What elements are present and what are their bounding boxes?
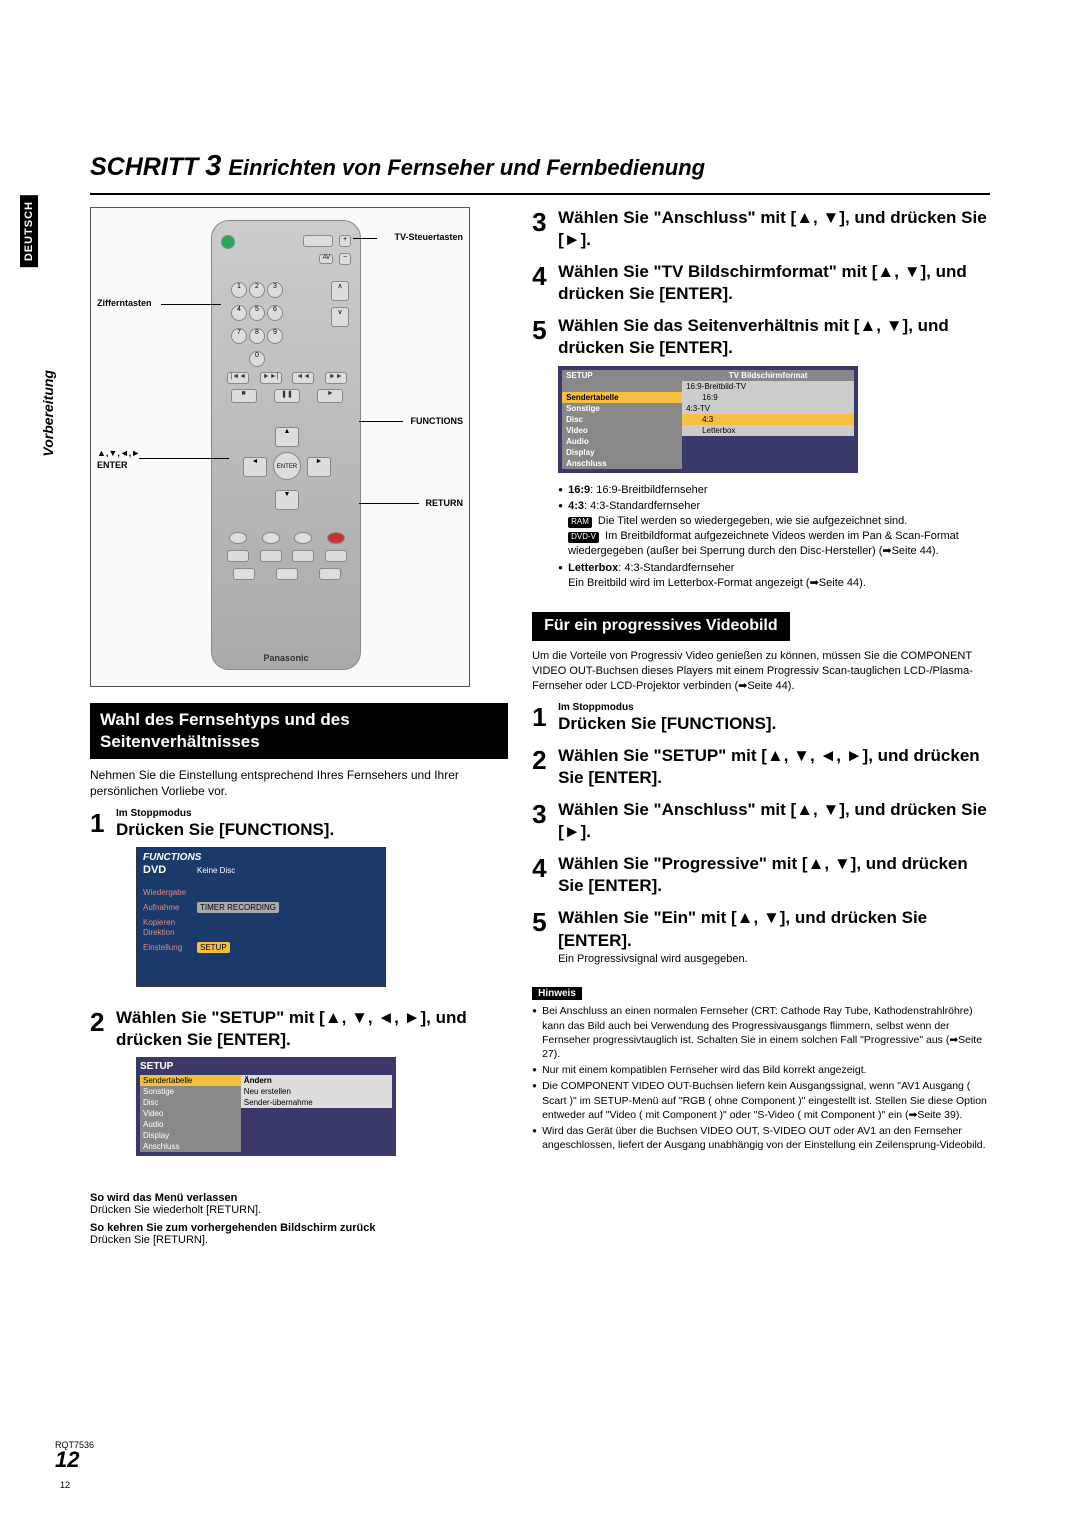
tvformat-screenshot: SETUPTV Bildschirmformat 16:9-Breitbild-… <box>558 366 858 473</box>
left-column: + AV − 123 456 789 0 ∧ ∨ <box>90 207 508 1178</box>
right-step-5: 5 Wählen Sie das Seitenverhältnis mit [▲… <box>532 315 990 592</box>
intro-text: Nehmen Sie die Einstellung entsprechend … <box>90 767 508 799</box>
step-num-1: 1 <box>90 808 116 997</box>
progressive-intro: Um die Vorteile von Progressiv Video gen… <box>532 649 990 694</box>
prog-step-1: 1 Im Stoppmodus Drücken Sie [FUNCTIONS]. <box>532 702 990 735</box>
right-step-3: 3 Wählen Sie "Anschluss" mit [▲, ▼], und… <box>532 207 990 251</box>
callout-functions: FUNCTIONS <box>411 416 464 426</box>
prog-step-4: 4 Wählen Sie "Progressive" mit [▲, ▼], u… <box>532 853 990 897</box>
r-step3-title: Wählen Sie "Anschluss" mit [▲, ▼], und d… <box>558 207 990 251</box>
prog-step-3: 3 Wählen Sie "Anschluss" mit [▲, ▼], und… <box>532 799 990 843</box>
step1-title: Drücken Sie [FUNCTIONS]. <box>116 819 508 841</box>
step1-sub: Im Stoppmodus <box>116 808 508 819</box>
step2-title: Wählen Sie "SETUP" mit [▲, ▼, ◄, ►], und… <box>116 1007 508 1051</box>
step-num-2: 2 <box>90 1007 116 1168</box>
remote-brand: Panasonic <box>212 653 360 663</box>
title-prefix: SCHRITT <box>90 153 198 181</box>
setup-menu-screenshot: SETUP SendertabelleÄndern SonstigeNeu er… <box>136 1057 396 1156</box>
footer-notes: So wird das Menü verlassen Drücken Sie w… <box>90 1192 990 1246</box>
page-number: 12 <box>55 1447 79 1473</box>
left-step-2: 2 Wählen Sie "SETUP" mit [▲, ▼, ◄, ►], u… <box>90 1007 508 1168</box>
language-tab: DEUTSCH <box>20 195 38 267</box>
left-step-1: 1 Im Stoppmodus Drücken Sie [FUNCTIONS].… <box>90 808 508 997</box>
prog-step-5: 5 Wählen Sie "Ein" mit [▲, ▼], und drück… <box>532 907 990 974</box>
prog-step-2: 2 Wählen Sie "SETUP" mit [▲, ▼, ◄, ►], u… <box>532 745 990 789</box>
section-bar-tvtype: Wahl des Fernsehtyps und des Seitenverhä… <box>90 703 508 759</box>
hinweis-list: Bei Anschluss an einen normalen Fernsehe… <box>532 1004 990 1152</box>
callout-return: RETURN <box>426 498 464 508</box>
r-step5-title: Wählen Sie das Seitenverhältnis mit [▲, … <box>558 315 990 359</box>
callout-enter: ENTER <box>97 460 128 470</box>
callout-tv: TV-Steuertasten <box>394 232 463 242</box>
title-step-num: 3 <box>205 150 221 182</box>
functions-menu-screenshot: FUNCTIONS DVD Keine Disc Wiedergabe Aufn… <box>136 847 386 987</box>
title-divider <box>90 193 990 195</box>
section-bar-progressive: Für ein progressives Videobild <box>532 612 790 641</box>
page-content: SCHRITT 3 Einrichten von Fernseher und F… <box>90 150 990 1246</box>
right-column: 3 Wählen Sie "Anschluss" mit [▲, ▼], und… <box>532 207 990 1178</box>
right-step-4: 4 Wählen Sie "TV Bildschirmformat" mit [… <box>532 261 990 305</box>
doc-ref: RQT7536 <box>55 1440 94 1450</box>
callout-arrows: ▲,▼,◄,► <box>97 448 140 458</box>
page-title: SCHRITT 3 Einrichten von Fernseher und F… <box>90 150 990 183</box>
remote-diagram: + AV − 123 456 789 0 ∧ ∨ <box>90 207 470 687</box>
format-explanation: 16:9: 16:9-Breitbildfernseher 4:3: 4:3-S… <box>558 483 990 591</box>
page-number-small: 12 <box>60 1480 70 1490</box>
r-step4-title: Wählen Sie "TV Bildschirmformat" mit [▲,… <box>558 261 990 305</box>
section-label: Vorbereitung <box>40 370 56 457</box>
hinweis-badge: Hinweis <box>532 987 582 1000</box>
callout-digits: Zifferntasten <box>97 298 152 308</box>
title-text: Einrichten von Fernseher und Fernbedienu… <box>228 155 705 180</box>
